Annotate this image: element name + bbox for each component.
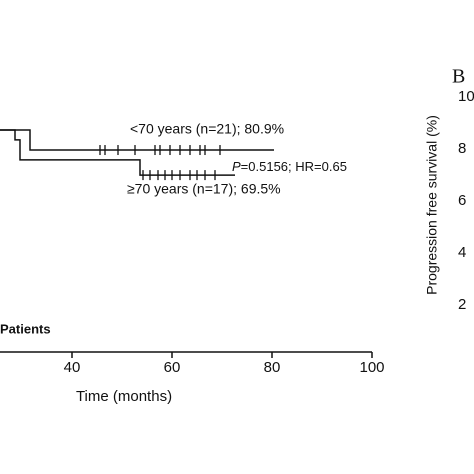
- y-tick-label: 6: [458, 192, 466, 209]
- y-tick-label: 4: [458, 244, 466, 261]
- subgroup-label: Patients: [0, 321, 51, 336]
- annotation: <70 years (n=21); 80.9%: [130, 121, 284, 137]
- x-tick-label: 60: [164, 359, 181, 376]
- x-axis-label: Time (months): [76, 388, 172, 405]
- x-tick-label: 40: [64, 359, 81, 376]
- annotation: ≥70 years (n=17); 69.5%: [127, 181, 281, 197]
- y-tick-label: 8: [458, 140, 466, 157]
- y-tick-label: 2: [458, 296, 466, 313]
- panel-label: B: [452, 66, 465, 88]
- annotation-text: =0.5156; HR=0.65: [241, 159, 347, 174]
- annotation-italic: P: [232, 159, 241, 174]
- annotation: P=0.5156; HR=0.65: [232, 159, 347, 174]
- x-tick-label: 80: [264, 359, 281, 376]
- y-axis-label: Progression free survival (%): [424, 115, 440, 295]
- survival-curve: [0, 129, 235, 176]
- y-tick-label: 10: [458, 88, 474, 105]
- x-tick-label: 100: [359, 359, 384, 376]
